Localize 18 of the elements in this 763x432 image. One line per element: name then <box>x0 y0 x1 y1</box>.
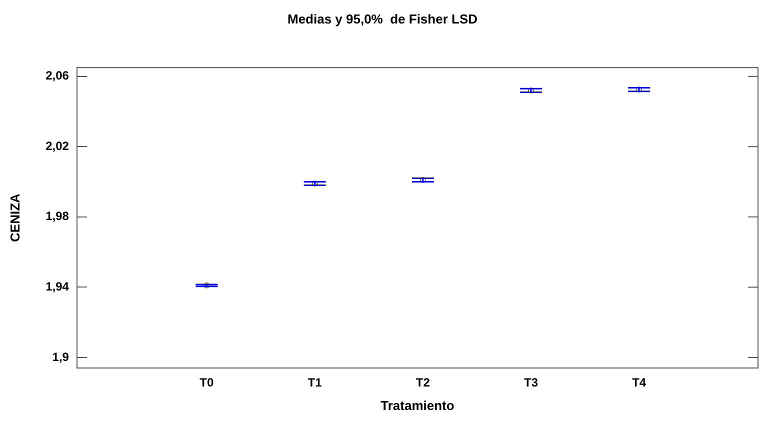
chart-title: Medias y 95,0% de Fisher LSD <box>287 11 478 26</box>
y-tick-label: 1,94 <box>46 280 70 294</box>
y-tick-label: 1,98 <box>46 209 70 224</box>
x-tick-label: T0 <box>200 376 214 390</box>
x-tick-label: T3 <box>524 376 538 390</box>
x-tick-label: T1 <box>308 376 322 390</box>
x-tick-label: T4 <box>632 376 646 390</box>
point <box>636 86 642 93</box>
point <box>312 180 318 187</box>
y-tick-label: 2,02 <box>46 138 70 153</box>
y-tick-label: 1,9 <box>52 350 70 364</box>
point <box>420 177 426 184</box>
x-axis-title: Tratamiento <box>380 398 454 413</box>
y-axis-title: CENIZA <box>7 192 22 242</box>
x-tick-label: T2 <box>416 376 430 390</box>
y-tick-label: 2,06 <box>46 68 70 83</box>
point <box>204 282 210 288</box>
point <box>528 87 534 94</box>
